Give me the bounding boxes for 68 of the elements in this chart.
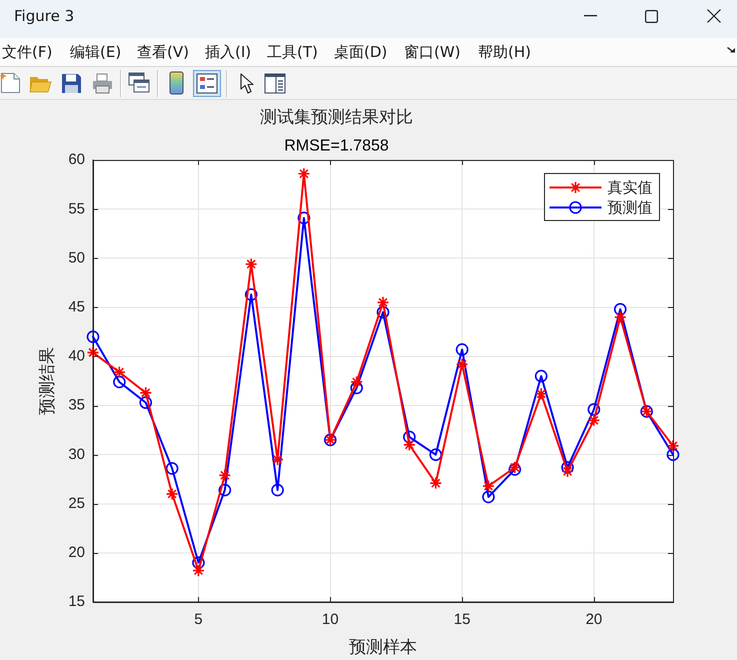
point bbox=[113, 366, 126, 378]
point bbox=[376, 296, 390, 309]
point bbox=[139, 396, 152, 409]
point bbox=[482, 480, 495, 492]
y-tick-label: 45 bbox=[68, 298, 85, 316]
x-tick-label: 20 bbox=[586, 611, 602, 628]
point bbox=[403, 438, 416, 452]
text: 窗口(W) bbox=[404, 43, 461, 61]
point bbox=[350, 376, 363, 388]
point bbox=[588, 403, 600, 416]
point bbox=[192, 556, 205, 570]
point bbox=[429, 448, 442, 461]
point bbox=[166, 462, 178, 475]
x-axis-title: 预测样本 bbox=[349, 637, 417, 656]
point bbox=[218, 484, 232, 496]
point bbox=[456, 358, 468, 371]
text: 查看(V) bbox=[137, 43, 189, 61]
point bbox=[376, 306, 390, 319]
y-axis-title: 预测结果 bbox=[38, 347, 57, 415]
point bbox=[192, 564, 205, 577]
text: 编辑(E) bbox=[70, 43, 122, 61]
text: 文件(F) bbox=[2, 43, 52, 61]
point bbox=[298, 212, 310, 224]
text: 插入(I) bbox=[205, 43, 252, 61]
y-tick-label: 60 bbox=[68, 151, 85, 168]
x-tick-label: 5 bbox=[194, 611, 203, 628]
point bbox=[218, 468, 232, 482]
y-tick-label: 40 bbox=[68, 348, 85, 365]
x-tick-label: 10 bbox=[322, 611, 339, 628]
text: 帮助(H) bbox=[478, 43, 531, 61]
point bbox=[86, 330, 100, 344]
point bbox=[86, 346, 100, 359]
y-tick-label: 15 bbox=[68, 593, 85, 610]
point bbox=[534, 370, 548, 382]
chart-subtitle: RMSE=1.7858 bbox=[284, 137, 389, 154]
text: 工具(T) bbox=[267, 43, 318, 61]
y-tick-label: 50 bbox=[68, 249, 85, 266]
point bbox=[482, 490, 495, 504]
point bbox=[588, 414, 600, 427]
point bbox=[666, 440, 680, 452]
point bbox=[534, 387, 548, 400]
y-tick-label: 20 bbox=[68, 544, 85, 562]
y-tick-label: 30 bbox=[68, 446, 85, 463]
y-tick-label: 35 bbox=[68, 396, 85, 414]
chart-title: 测试集预测结果对比 bbox=[260, 107, 413, 126]
point bbox=[113, 376, 126, 388]
point bbox=[350, 382, 363, 394]
point bbox=[166, 488, 178, 500]
y-tick-label: 55 bbox=[68, 200, 85, 218]
point bbox=[614, 303, 627, 316]
point bbox=[614, 310, 627, 324]
point bbox=[561, 461, 574, 474]
point bbox=[456, 343, 468, 356]
x-tick-label: 15 bbox=[454, 611, 470, 628]
legend-label: 预测值 bbox=[608, 199, 652, 216]
legend-label: 真实值 bbox=[608, 179, 652, 196]
point bbox=[139, 386, 152, 400]
point bbox=[666, 448, 680, 461]
point bbox=[244, 258, 258, 270]
point bbox=[429, 476, 442, 490]
point bbox=[244, 288, 258, 301]
point bbox=[271, 484, 284, 496]
point bbox=[403, 430, 416, 444]
y-tick-label: 25 bbox=[68, 494, 85, 512]
text: 桌面(D) bbox=[334, 43, 388, 61]
caption: Figure 3 bbox=[14, 7, 74, 25]
point bbox=[298, 167, 310, 180]
point bbox=[561, 465, 574, 478]
